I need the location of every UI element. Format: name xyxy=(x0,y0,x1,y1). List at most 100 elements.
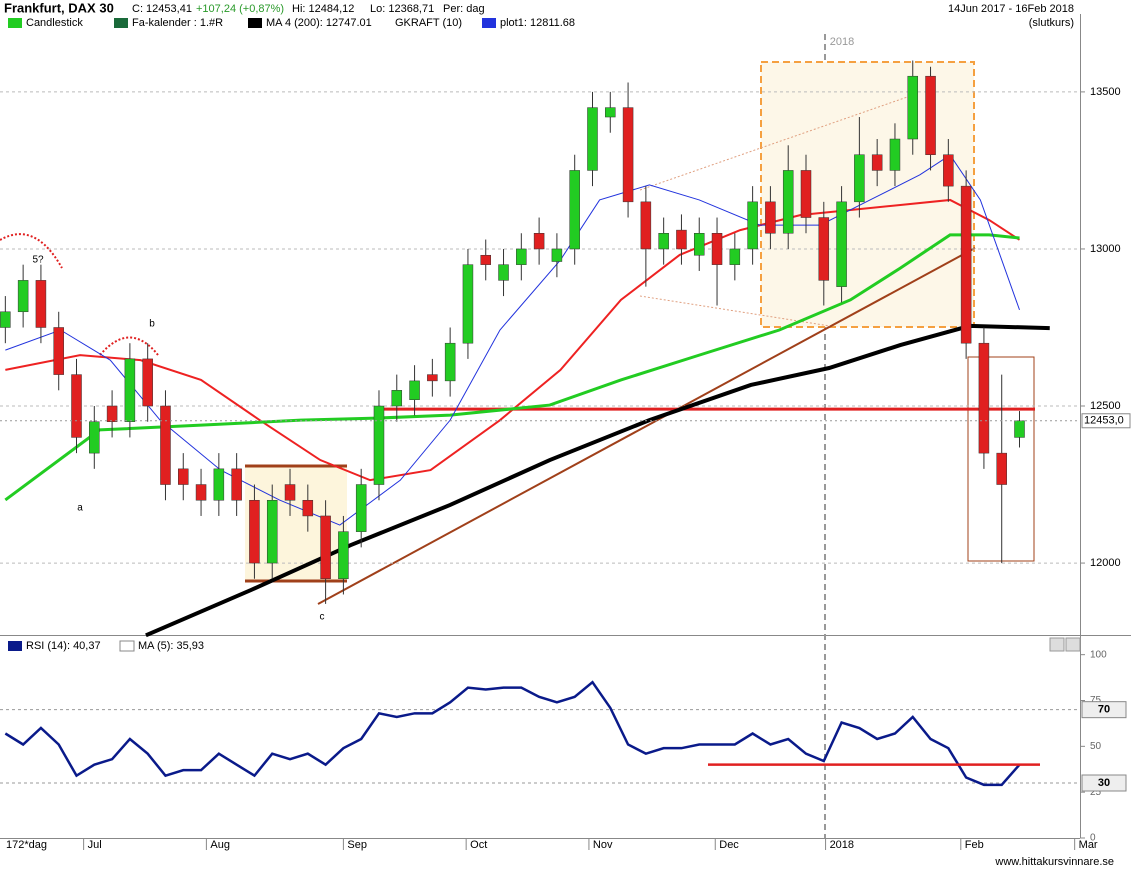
candle-body xyxy=(53,327,64,375)
box-aug xyxy=(245,466,347,582)
mode: (slutkurs) xyxy=(1029,17,1074,29)
candle-body xyxy=(462,264,474,344)
annotation: 2018 xyxy=(830,36,854,48)
high: Hi: 12484,12 xyxy=(292,3,354,15)
candle-body xyxy=(658,233,669,250)
close-button[interactable] xyxy=(1065,637,1081,652)
x-tick-label: Sep xyxy=(347,839,367,851)
title: Frankfurt, DAX 30 xyxy=(4,0,114,15)
zoom-button[interactable] xyxy=(1049,637,1065,652)
candle-body xyxy=(605,107,616,118)
candle-body xyxy=(693,233,705,256)
legend-swatch xyxy=(248,18,262,28)
legend-entry: RSI (14): 40,37 xyxy=(26,640,101,652)
y-tick-label: 0 xyxy=(1090,833,1096,844)
candle-body xyxy=(124,358,136,422)
x-tick-label: Aug xyxy=(210,839,230,851)
x-tick-label: Oct xyxy=(470,839,487,851)
close: C: 12453,41 xyxy=(132,3,192,15)
candle-body xyxy=(889,138,901,171)
candle-body xyxy=(836,201,847,287)
y-tick-label: 50 xyxy=(1090,741,1102,752)
candle-body xyxy=(587,107,598,171)
candle-body xyxy=(480,254,491,265)
level-box xyxy=(1081,774,1127,792)
rsi-line xyxy=(4,680,1021,787)
candle-body xyxy=(284,484,296,501)
candle-body xyxy=(960,185,972,344)
candle-body xyxy=(373,405,385,485)
price-label: 12453,0 xyxy=(1084,415,1124,427)
y-tick-label: 13500 xyxy=(1090,86,1121,98)
candle-body xyxy=(355,484,367,532)
footer: www.hittakursvinnare.se xyxy=(994,856,1114,868)
candle-body xyxy=(302,499,314,517)
level-box xyxy=(1081,701,1127,719)
x-tick-label: Nov xyxy=(593,839,613,851)
candle-body xyxy=(907,75,919,140)
candle-body xyxy=(71,374,82,438)
price-box xyxy=(1081,413,1131,429)
candle-body xyxy=(711,233,723,265)
legend-entry: plot1: 12811.68 xyxy=(500,17,575,29)
x-tick-label: Jul xyxy=(88,839,102,851)
candle-body xyxy=(1014,420,1025,438)
y-tick-label: 100 xyxy=(1090,649,1107,660)
ma-line xyxy=(145,323,1050,638)
candle-body xyxy=(106,405,118,422)
legend-entry: Candlestick xyxy=(26,17,83,29)
legend-swatch xyxy=(114,18,128,28)
legend-entry: Fa-kalender : 1.#R xyxy=(132,17,223,29)
annotation: a xyxy=(77,503,83,514)
candle-body xyxy=(533,233,545,250)
candle-body xyxy=(782,170,794,234)
x-tick-label: Feb xyxy=(965,839,984,851)
candle-body xyxy=(943,154,954,187)
candle-body xyxy=(871,154,883,171)
legend-entry: GKRAFT (10) xyxy=(395,17,462,29)
candle-body xyxy=(231,468,242,501)
candle-body xyxy=(338,531,349,580)
level-label: 30 xyxy=(1098,777,1110,789)
candle-body xyxy=(800,170,812,218)
candle-body xyxy=(409,380,420,400)
y-tick-label: 13000 xyxy=(1090,243,1121,255)
annotation: b xyxy=(149,319,155,330)
candle-body xyxy=(320,515,331,580)
y-tick-label: 12500 xyxy=(1090,400,1121,412)
legend-entry: MA 4 (200): 12747.01 xyxy=(266,17,372,29)
legend-swatch xyxy=(482,18,496,28)
candle-body xyxy=(0,311,11,328)
y-tick-label: 12000 xyxy=(1090,557,1121,569)
candle-body xyxy=(640,201,652,250)
low: Lo: 12368,71 xyxy=(370,3,434,15)
candle-body xyxy=(854,154,865,203)
candle-body xyxy=(676,229,687,250)
candle-body xyxy=(729,248,741,265)
span: 172*dag xyxy=(6,839,47,851)
legend-entry: MA (5): 35,93 xyxy=(138,640,204,652)
trend-line xyxy=(317,247,976,605)
ma-line xyxy=(4,233,1020,502)
channel-line xyxy=(639,94,914,191)
x-tick-label: 2018 xyxy=(830,839,854,851)
candle-body xyxy=(925,75,936,155)
candle-body xyxy=(249,499,260,564)
annotation: 5? xyxy=(32,255,44,266)
candle-body xyxy=(213,468,225,501)
candle-body xyxy=(747,201,758,250)
box-feb xyxy=(967,356,1035,562)
candle-body xyxy=(35,280,47,328)
period: Per: dag xyxy=(443,3,485,15)
level-label: 70 xyxy=(1098,704,1110,716)
candle-body xyxy=(17,280,29,313)
candle-body xyxy=(516,248,527,265)
annotation: c xyxy=(320,612,325,623)
x-tick-label: Mar xyxy=(1079,839,1098,851)
ma-line xyxy=(5,198,1021,482)
candle-body xyxy=(498,264,509,281)
candle-body xyxy=(142,358,153,407)
candle-body xyxy=(178,468,189,485)
y-tick-label: 25 xyxy=(1090,787,1102,798)
